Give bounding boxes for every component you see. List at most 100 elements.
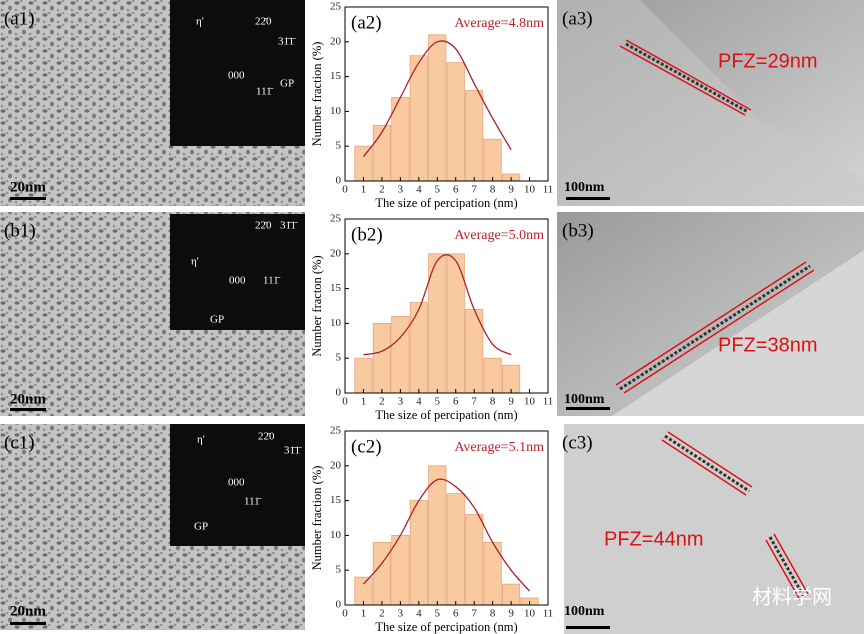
y-tick-label: 20 — [330, 247, 342, 259]
x-tick-label: 5 — [435, 184, 441, 196]
bar — [391, 316, 410, 394]
bar — [465, 514, 484, 606]
scale-bar-label: 20nm — [10, 179, 46, 195]
panel-label: (a3) — [562, 8, 593, 29]
x-tick-label: 3 — [398, 184, 404, 196]
diffraction-label: 22̄0 — [258, 431, 275, 443]
bar — [409, 302, 428, 394]
bar — [428, 465, 447, 606]
x-tick-label: 6 — [453, 184, 459, 196]
x-tick-label: 0 — [342, 184, 348, 196]
diffraction-label: GP — [194, 521, 208, 533]
y-tick-label: 0 — [336, 599, 342, 611]
x-tick-label: 2 — [379, 608, 385, 620]
bar — [409, 500, 428, 606]
diffraction-label: η' — [191, 256, 199, 268]
chart-title: (b2) — [351, 224, 383, 245]
panel-label: (c1) — [4, 432, 35, 453]
y-axis-label: Number fraction (%) — [310, 42, 324, 147]
diffraction-label: 111̄ — [244, 496, 262, 508]
diffraction-label: η' — [196, 16, 204, 28]
diffraction-label: η' — [197, 434, 205, 446]
pfz-label: PFZ=29nm — [718, 50, 817, 72]
diffraction-label: GP — [210, 314, 224, 326]
x-tick-label: 8 — [490, 184, 496, 196]
x-tick-label: 2 — [379, 184, 385, 196]
scale-bar-label: 100nm — [564, 180, 605, 195]
panel-label: (b3) — [562, 220, 594, 241]
x-axis-label: The size of percipation (nm) — [375, 408, 517, 422]
fit-curve — [363, 254, 512, 356]
x-tick-label: 11 — [543, 396, 554, 408]
scale-bar-label: 20nm — [10, 603, 46, 619]
x-tick-label: 4 — [416, 608, 422, 620]
diffraction-label: 22̄0 — [255, 16, 272, 28]
diffraction-label: 31̄1̄ — [280, 220, 298, 232]
x-tick-label: 8 — [490, 608, 496, 620]
diffraction-label: 31̄1̄ — [284, 445, 302, 457]
bar — [483, 138, 502, 182]
scale-bar-label: 100nm — [564, 604, 605, 619]
x-tick-label: 0 — [342, 608, 348, 620]
y-tick-label: 20 — [330, 35, 342, 47]
x-tick-label: 9 — [508, 396, 514, 408]
chart-title: (c2) — [351, 436, 382, 457]
x-tick-label: 7 — [471, 608, 477, 620]
x-tick-label: 11 — [543, 184, 554, 196]
x-tick-label: 2 — [379, 396, 385, 408]
y-tick-label: 15 — [330, 70, 342, 82]
scale-bar-label: 100nm — [564, 392, 605, 407]
diffraction-label: GP — [280, 78, 294, 90]
bar — [354, 576, 373, 606]
x-axis-label: The size of percipation (nm) — [375, 196, 517, 210]
y-tick-label: 15 — [330, 494, 342, 506]
panel-label: (c3) — [562, 432, 593, 453]
diffraction-label: 000 — [228, 477, 245, 489]
watermark: 材料学网 — [752, 585, 832, 609]
x-tick-label: 1 — [361, 396, 367, 408]
bar — [502, 364, 521, 394]
x-tick-label: 4 — [416, 184, 422, 196]
x-tick-label: 10 — [524, 608, 536, 620]
annotation: Average=5.1nm — [454, 440, 544, 455]
y-tick-label: 0 — [336, 175, 342, 187]
diffraction-label: 000 — [229, 275, 246, 287]
fit-curve — [362, 478, 531, 592]
diffraction-label: 22̄0 — [255, 220, 272, 232]
pfz-label: PFZ=44nm — [604, 528, 703, 550]
bar — [483, 357, 502, 394]
x-tick-label: 10 — [524, 396, 536, 408]
x-tick-label: 3 — [398, 396, 404, 408]
diffraction-label: 111̄ — [263, 275, 281, 287]
bar — [465, 90, 484, 182]
x-tick-label: 9 — [508, 608, 514, 620]
chart-title: (a2) — [351, 12, 382, 33]
y-tick-label: 25 — [330, 213, 342, 225]
x-tick-label: 10 — [524, 184, 536, 196]
y-tick-label: 25 — [330, 1, 342, 13]
bar — [372, 541, 391, 606]
x-tick-label: 1 — [361, 184, 367, 196]
plot-frame — [344, 6, 549, 182]
bar — [354, 357, 373, 394]
y-tick-label: 5 — [336, 352, 342, 364]
y-axis-label: Number fraction (%) — [310, 466, 324, 571]
bar — [446, 493, 465, 606]
bar — [354, 145, 373, 182]
diffraction-label: 111̄ — [256, 86, 274, 98]
y-axis-label: Number fracton (%) — [310, 255, 324, 356]
y-tick-label: 10 — [330, 105, 342, 117]
fit-curve — [362, 40, 512, 158]
y-tick-label: 20 — [330, 459, 342, 471]
x-tick-label: 9 — [508, 184, 514, 196]
diffraction-label: 31̄1̄ — [278, 36, 296, 48]
annotation: Average=4.8nm — [454, 16, 544, 31]
diffraction-label: 000 — [228, 70, 245, 82]
panel-label: (a1) — [4, 8, 35, 29]
x-axis-label: The size of percipation (nm) — [375, 620, 517, 634]
y-tick-label: 0 — [336, 387, 342, 399]
panel-label: (b1) — [4, 220, 36, 241]
x-tick-label: 3 — [398, 608, 404, 620]
bar — [428, 34, 447, 182]
